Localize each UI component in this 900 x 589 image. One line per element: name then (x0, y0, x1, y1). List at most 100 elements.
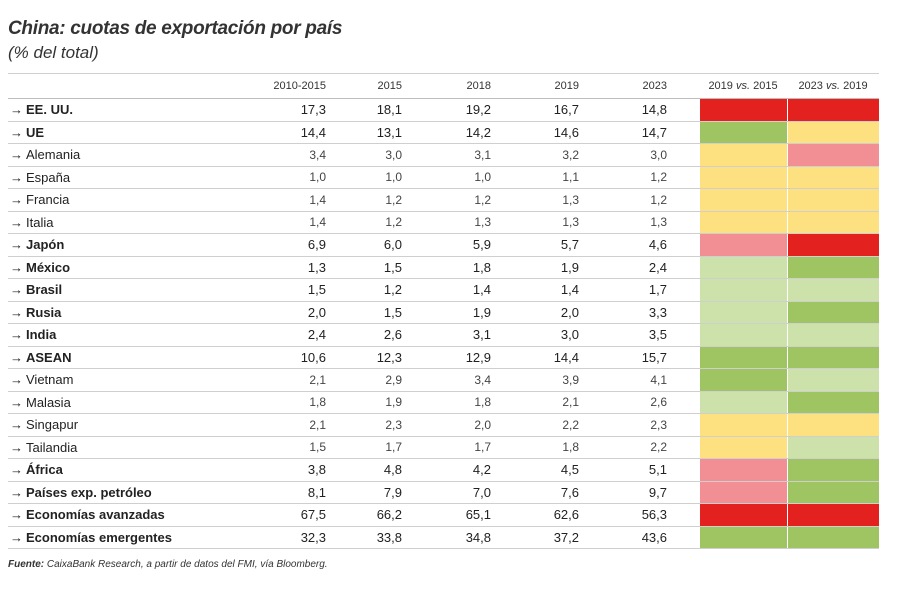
row-value-2023: 2,2 (579, 436, 667, 459)
row-spacer (667, 143, 699, 167)
row-country: → Vietnam (8, 368, 248, 392)
change-2019-vs-2015-cell (698, 121, 787, 144)
table-row: → Alemania 3,4 3,0 3,1 3,2 3,0 (8, 143, 879, 167)
row-value-2010-2015: 2,4 (248, 323, 326, 347)
row-value-2018: 3,4 (402, 368, 491, 392)
change-2023-vs-2019-cell (786, 166, 879, 189)
row-value-2018: 1,2 (402, 188, 491, 212)
arrow-right-icon: → (10, 282, 23, 298)
row-spacer (667, 346, 699, 369)
row-spacer (667, 256, 699, 279)
change-2023-vs-2019-cell (786, 323, 879, 347)
change-2023-vs-2019-cell (786, 481, 879, 504)
row-value-2015: 13,1 (326, 121, 402, 144)
row-value-2019: 14,6 (491, 121, 579, 144)
row-value-2015: 2,6 (326, 323, 402, 347)
change-2023-vs-2019-cell (786, 526, 879, 549)
table-row: → Tailandia 1,5 1,7 1,7 1,8 2,2 (8, 436, 879, 459)
row-value-2010-2015: 3,8 (248, 458, 326, 482)
row-value-2019: 3,2 (491, 143, 579, 167)
row-value-2010-2015: 1,5 (248, 436, 326, 459)
header-col-2018: 2018 (402, 73, 491, 99)
row-country: → EE. UU. (8, 98, 248, 122)
arrow-right-icon: → (10, 214, 23, 230)
row-value-2019: 7,6 (491, 481, 579, 504)
row-country: → Economías emergentes (8, 526, 248, 549)
table-row: → África 3,8 4,8 4,2 4,5 5,1 (8, 458, 879, 482)
row-value-2023: 3,0 (579, 143, 667, 167)
row-value-2010-2015: 14,4 (248, 121, 326, 144)
row-value-2010-2015: 17,3 (248, 98, 326, 122)
row-value-2023: 2,6 (579, 391, 667, 414)
change-2023-vs-2019-cell (786, 503, 879, 527)
row-value-2019: 4,5 (491, 458, 579, 482)
row-country: → India (8, 323, 248, 347)
row-value-2010-2015: 2,1 (248, 413, 326, 437)
change-2023-vs-2019-cell (786, 121, 879, 144)
arrow-right-icon: → (10, 169, 23, 185)
row-value-2019: 16,7 (491, 98, 579, 122)
row-value-2019: 2,2 (491, 413, 579, 437)
row-country: → España (8, 166, 248, 189)
row-country: → México (8, 256, 248, 279)
row-country: → Francia (8, 188, 248, 212)
row-value-2023: 3,3 (579, 301, 667, 324)
row-value-2015: 4,8 (326, 458, 402, 482)
arrow-right-icon: → (10, 529, 23, 545)
arrow-right-icon: → (10, 147, 23, 163)
change-2019-vs-2015-cell (698, 233, 787, 257)
row-value-2015: 2,3 (326, 413, 402, 437)
row-value-2019: 3,9 (491, 368, 579, 392)
row-country-label: Economías emergentes (26, 529, 172, 545)
row-value-2023: 9,7 (579, 481, 667, 504)
change-2023-vs-2019-cell (786, 211, 879, 234)
row-country: → Economías avanzadas (8, 503, 248, 527)
row-country-label: España (26, 169, 71, 185)
row-value-2019: 5,7 (491, 233, 579, 257)
row-spacer (667, 233, 699, 257)
row-value-2015: 1,5 (326, 256, 402, 279)
row-country-label: Brasil (26, 282, 63, 298)
row-value-2023: 5,1 (579, 458, 667, 482)
row-country: → Brasil (8, 278, 248, 302)
row-country: → Alemania (8, 143, 248, 167)
header-col-2023-vs-2019: 2023 vs. 2019 (787, 73, 879, 99)
row-value-2010-2015: 2,1 (248, 368, 326, 392)
change-2023-vs-2019-cell (786, 368, 879, 392)
row-country-label: Tailandia (26, 439, 78, 455)
row-country: → Tailandia (8, 436, 248, 459)
table-row: → Rusia 2,0 1,5 1,9 2,0 3,3 (8, 301, 879, 324)
row-value-2019: 14,4 (491, 346, 579, 369)
row-country-label: India (26, 327, 57, 343)
header-col-2019: 2019 (491, 73, 579, 99)
export-share-table: 2010-2015 2015 2018 2019 2023 2019 vs. 2… (8, 73, 879, 549)
row-value-2019: 3,0 (491, 323, 579, 347)
arrow-right-icon: → (10, 124, 23, 140)
row-value-2015: 1,5 (326, 301, 402, 324)
table-row: → Países exp. petróleo 8,1 7,9 7,0 7,6 9,7 (8, 481, 879, 504)
row-value-2018: 1,8 (402, 391, 491, 414)
row-value-2023: 14,8 (579, 98, 667, 122)
change-2019-vs-2015-cell (698, 211, 787, 234)
row-country: → UE (8, 121, 248, 144)
row-value-2019: 1,1 (491, 166, 579, 189)
table-title: China: cuotas de exportación por país (8, 18, 343, 39)
header-col-2019-vs-2015: 2019 vs. 2015 (699, 73, 787, 99)
row-value-2018: 1,4 (402, 278, 491, 302)
header-col-2015: 2015 (326, 73, 402, 99)
arrow-right-icon: → (10, 394, 23, 410)
row-value-2018: 1,9 (402, 301, 491, 324)
row-value-2018: 12,9 (402, 346, 491, 369)
row-value-2023: 14,7 (579, 121, 667, 144)
change-2019-vs-2015-cell (698, 503, 787, 527)
change-2023-vs-2019-cell (786, 413, 879, 437)
row-value-2010-2015: 32,3 (248, 526, 326, 549)
arrow-right-icon: → (10, 484, 23, 500)
change-2023-vs-2019-cell (786, 278, 879, 302)
table-row: → Francia 1,4 1,2 1,2 1,3 1,2 (8, 188, 879, 212)
row-value-2010-2015: 1,8 (248, 391, 326, 414)
row-value-2015: 1,2 (326, 211, 402, 234)
arrow-right-icon: → (10, 102, 23, 118)
row-value-2023: 4,6 (579, 233, 667, 257)
row-spacer (667, 391, 699, 414)
